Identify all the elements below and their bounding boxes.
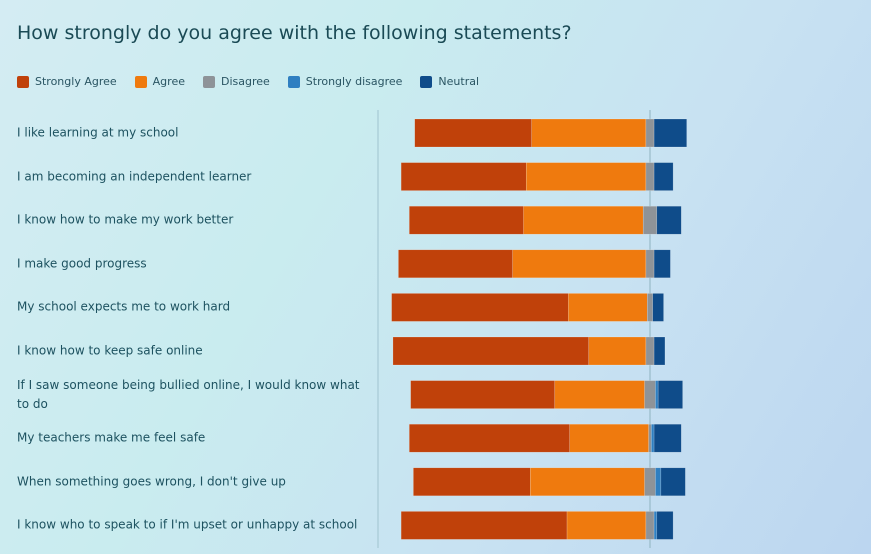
- bar-segment: [531, 118, 647, 148]
- bar-segment: [652, 293, 664, 322]
- legend-label: Agree: [152, 75, 185, 88]
- legend-item: Neutral: [420, 75, 479, 88]
- bar-segment: [655, 380, 659, 409]
- legend-label: Neutral: [438, 75, 480, 88]
- legend-label: Strongly disagree: [305, 75, 403, 88]
- bar-segment: [644, 380, 656, 409]
- bar-segment: [409, 423, 571, 453]
- bar-segment: [409, 205, 524, 235]
- chart-title: How strongly do you agree with the follo…: [17, 22, 572, 44]
- legend-swatch: [134, 75, 147, 88]
- category-label: I make good progress: [17, 256, 147, 271]
- bar-segment: [655, 467, 662, 497]
- legend-label: Strongly Agree: [35, 75, 117, 88]
- bar-segment: [653, 118, 687, 148]
- category-label: My school expects me to work hard: [17, 299, 231, 314]
- bar-segment: [554, 380, 645, 409]
- category-label: When something goes wrong, I don't give …: [17, 474, 286, 489]
- bar-segment: [645, 511, 655, 540]
- category-label: If I saw someone being bullied online, I…: [17, 377, 360, 411]
- bar-segment: [392, 336, 590, 366]
- bar-segment: [530, 467, 645, 497]
- bar-segment: [653, 423, 682, 453]
- bar-segment: [644, 467, 656, 497]
- category-label: I know how to make my work better: [17, 212, 234, 227]
- legend-label: Disagree: [220, 75, 270, 88]
- bar-segment: [648, 423, 652, 453]
- category-label: I like learning at my school: [17, 125, 179, 140]
- bar-segment: [568, 293, 648, 322]
- bar-segment: [645, 336, 655, 366]
- bar-segment: [566, 511, 647, 540]
- bar-segment: [645, 118, 655, 148]
- bar-segment: [414, 118, 532, 148]
- bar-segment: [569, 423, 649, 453]
- bar-segment: [653, 162, 674, 191]
- bar-segment: [525, 162, 647, 191]
- bar-segment: [656, 205, 682, 235]
- bar-segment: [398, 249, 513, 279]
- category-label: I know who to speak to if I'm upset or u…: [17, 517, 358, 532]
- bar-segment: [391, 293, 569, 322]
- bar-segment: [657, 380, 683, 409]
- bar-segment: [656, 511, 674, 540]
- bar-segment: [588, 336, 647, 366]
- bar-segment: [653, 249, 671, 279]
- bar-segment: [400, 162, 527, 191]
- bar-segment: [647, 293, 653, 322]
- category-label: I know how to keep safe online: [17, 343, 203, 358]
- bar-segment: [642, 205, 658, 235]
- legend-item: Strongly Agree: [17, 75, 117, 88]
- legend-swatch: [420, 75, 433, 88]
- bar-segment: [400, 511, 568, 540]
- bar-segment: [653, 511, 658, 540]
- legend-swatch: [202, 75, 215, 88]
- legend-item: Agree: [134, 75, 185, 88]
- legend: Strongly Agree Agree Disagree Strongly disa…: [17, 75, 497, 88]
- bar-segment: [523, 205, 644, 235]
- legend-item: Strongly disagree: [287, 75, 403, 88]
- bar-segment: [660, 467, 686, 497]
- bar-segment: [645, 249, 655, 279]
- bar-segment: [651, 423, 655, 453]
- legend-swatch: [17, 75, 29, 88]
- bar-segment: [410, 380, 556, 409]
- category-label: I am becoming an independent learner: [17, 169, 252, 184]
- bar-segment: [645, 162, 655, 191]
- bar-segment: [413, 467, 531, 497]
- legend-item: Disagree: [202, 75, 270, 88]
- legend-swatch: [287, 75, 300, 88]
- bar-segment: [653, 336, 666, 366]
- category-label: My teachers make me feel safe: [17, 430, 206, 445]
- bar-segment: [512, 249, 647, 279]
